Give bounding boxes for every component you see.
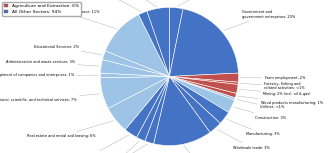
Text: Accommodation and food services: 5%: Accommodation and food services: 5% [84,0,157,7]
Wedge shape [125,76,169,137]
Text: Government and
government enterprises: 20%: Government and government enterprises: 2… [224,10,295,30]
Text: Other services, except public administration: 3%: Other services, except public administra… [178,0,266,6]
Text: Arts, entertainment and recreation: 2%: Arts, entertainment and recreation: 2% [63,0,141,11]
Wedge shape [169,76,237,98]
Text: Management of companies and enterprises: 1%: Management of companies and enterprises:… [0,73,98,77]
Wedge shape [137,76,169,141]
Text: Professional, scientific, and technical services: 7%: Professional, scientific, and technical … [0,94,100,102]
Text: Wholesale trade: 3%: Wholesale trade: 3% [217,129,269,150]
Wedge shape [169,76,229,123]
Wedge shape [100,73,169,78]
Text: Educational Services: 2%: Educational Services: 2% [34,45,102,55]
Wedge shape [108,76,169,130]
Wedge shape [169,76,235,100]
Text: Farm employment: 2%: Farm employment: 2% [240,76,305,80]
Text: Forestry, fishing and
related activities: <1%: Forestry, fishing and related activities… [240,82,305,90]
Wedge shape [169,76,234,112]
Wedge shape [102,51,169,76]
Wedge shape [105,15,169,76]
Wedge shape [169,76,220,132]
Wedge shape [169,73,239,82]
Text: Information: 2%: Information: 2% [101,141,139,153]
Wedge shape [169,9,239,76]
Wedge shape [145,76,169,144]
Text: Manufacturing: 3%: Manufacturing: 3% [226,119,279,136]
Wedge shape [169,76,238,84]
Text: Wood products manufacturing: 1%: Wood products manufacturing: 1% [238,96,323,105]
Text: Real estate and rental and leasing: 6%: Real estate and rental and leasing: 6% [27,121,114,138]
Text: Construction: 3%: Construction: 3% [234,107,287,120]
Text: Mining: 2% (incl. oil & gas): Mining: 2% (incl. oil & gas) [240,89,311,96]
Legend: Agriculture and Extraction: 6%, All Other Sectors: 94%: Agriculture and Extraction: 6%, All Othe… [2,2,81,16]
Wedge shape [169,7,183,76]
Wedge shape [139,11,169,76]
Wedge shape [147,7,169,76]
Wedge shape [169,76,238,93]
Wedge shape [154,76,210,146]
Text: Utilities: <1%: Utilities: <1% [237,99,284,109]
Text: Transportation and warehousing: 2%: Transportation and warehousing: 2% [76,144,148,153]
Wedge shape [100,76,169,108]
Text: Retail trade: 13%: Retail trade: 13% [184,146,219,153]
Text: Health care and social assistance: 11%: Health care and social assistance: 11% [30,10,117,29]
Wedge shape [100,60,169,76]
Text: Administrative and waste services: 3%: Administrative and waste services: 3% [6,60,99,66]
Text: Financial and insurance: 3%: Financial and insurance: 3% [66,135,129,153]
